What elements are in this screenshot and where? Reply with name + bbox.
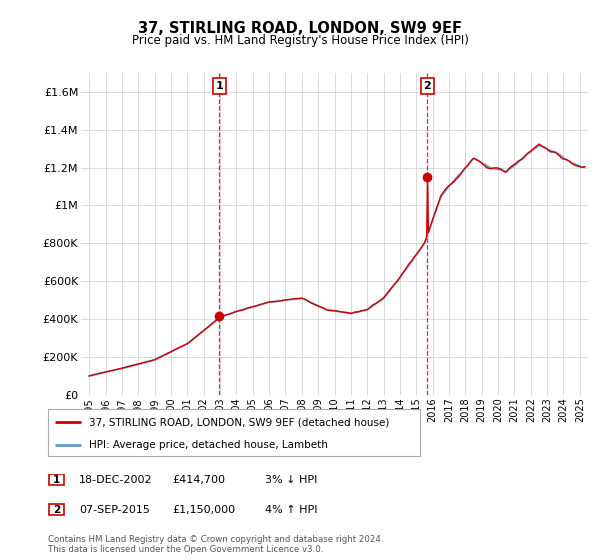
FancyBboxPatch shape	[49, 504, 64, 515]
Text: 37, STIRLING ROAD, LONDON, SW9 9EF (detached house): 37, STIRLING ROAD, LONDON, SW9 9EF (deta…	[89, 417, 389, 427]
Text: HPI: Average price, detached house, Lambeth: HPI: Average price, detached house, Lamb…	[89, 440, 328, 450]
Text: 1: 1	[53, 475, 60, 485]
Text: 1: 1	[215, 81, 223, 91]
Text: £414,700: £414,700	[172, 475, 225, 485]
Text: 37, STIRLING ROAD, LONDON, SW9 9EF: 37, STIRLING ROAD, LONDON, SW9 9EF	[138, 21, 462, 36]
Text: 07-SEP-2015: 07-SEP-2015	[79, 505, 150, 515]
Text: Price paid vs. HM Land Registry's House Price Index (HPI): Price paid vs. HM Land Registry's House …	[131, 34, 469, 46]
Text: Contains HM Land Registry data © Crown copyright and database right 2024.
This d: Contains HM Land Registry data © Crown c…	[48, 535, 383, 554]
Text: 3% ↓ HPI: 3% ↓ HPI	[265, 475, 317, 485]
FancyBboxPatch shape	[48, 409, 420, 456]
Text: 2: 2	[53, 505, 60, 515]
Text: 2: 2	[424, 81, 431, 91]
Text: £1,150,000: £1,150,000	[172, 505, 235, 515]
Text: 18-DEC-2002: 18-DEC-2002	[79, 475, 153, 485]
Text: 4% ↑ HPI: 4% ↑ HPI	[265, 505, 318, 515]
FancyBboxPatch shape	[49, 474, 64, 486]
